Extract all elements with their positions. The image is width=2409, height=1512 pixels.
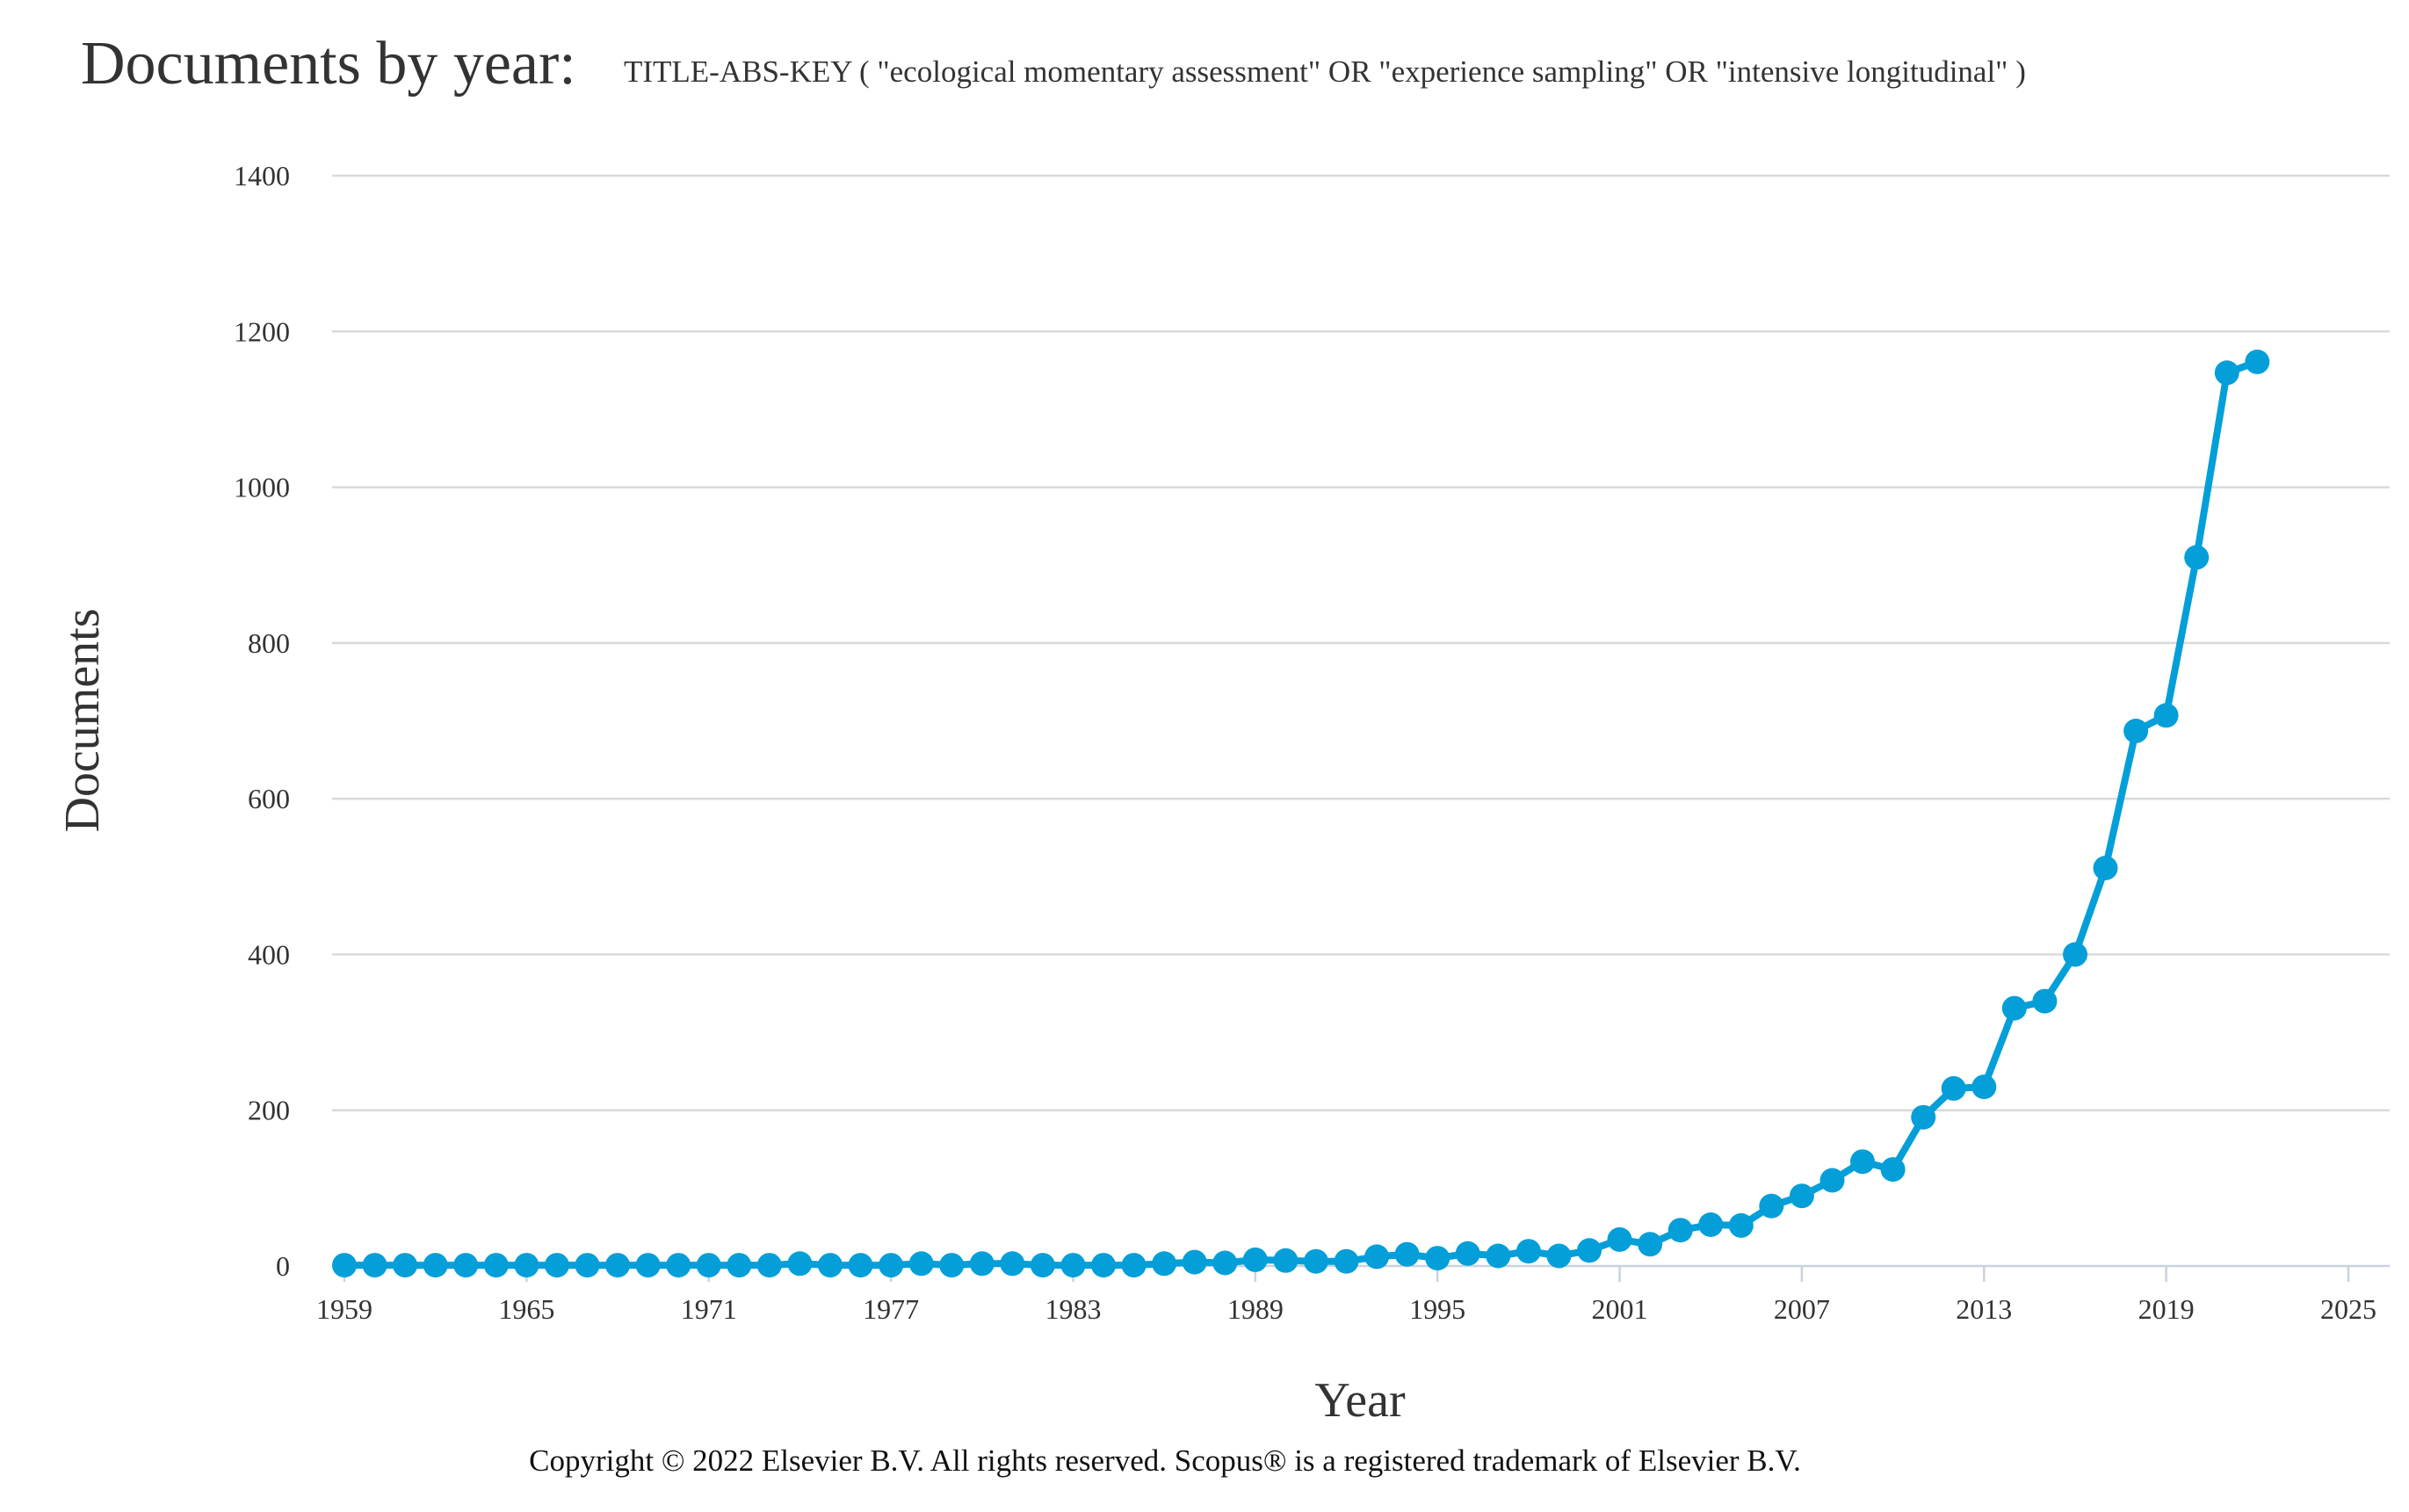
data-point-2009[interactable] xyxy=(1850,1149,1875,1175)
data-point-2001[interactable] xyxy=(1607,1226,1632,1252)
data-point-1989[interactable] xyxy=(1242,1247,1268,1272)
data-point-1965[interactable] xyxy=(514,1253,539,1278)
chart-title: Documents by year: xyxy=(81,30,576,98)
data-point-1973[interactable] xyxy=(756,1253,782,1278)
gridlines xyxy=(332,174,2390,1111)
x-tick-label: 1989 xyxy=(1227,1293,1284,1325)
y-tick-label: 600 xyxy=(248,783,290,814)
data-point-2022[interactable] xyxy=(2245,349,2270,374)
data-point-1979[interactable] xyxy=(939,1253,965,1278)
data-point-2012[interactable] xyxy=(1941,1075,1966,1101)
data-point-2019[interactable] xyxy=(2153,703,2179,728)
data-point-1962[interactable] xyxy=(423,1253,448,1278)
data-point-2008[interactable] xyxy=(1819,1168,1845,1193)
data-point-1982[interactable] xyxy=(1030,1253,1055,1278)
data-point-2021[interactable] xyxy=(2214,360,2239,386)
y-axis-title: Documents xyxy=(55,608,110,832)
data-point-2006[interactable] xyxy=(1759,1193,1784,1219)
data-point-1995[interactable] xyxy=(1425,1246,1450,1271)
data-point-1961[interactable] xyxy=(393,1253,418,1278)
x-tick-label: 2013 xyxy=(1956,1293,2012,1325)
data-point-1969[interactable] xyxy=(635,1253,661,1278)
data-point-1977[interactable] xyxy=(879,1253,904,1278)
data-point-1998[interactable] xyxy=(1516,1239,1541,1264)
y-tick-label: 1200 xyxy=(234,315,290,347)
data-point-1959[interactable] xyxy=(332,1253,357,1278)
data-point-2016[interactable] xyxy=(2063,942,2087,967)
data-point-1991[interactable] xyxy=(1303,1248,1328,1274)
axes: 0 200 400 600 800 1000 1200 1400 1959 1965 1971 197… xyxy=(234,160,2390,1325)
x-tick-label: 1995 xyxy=(1409,1293,1465,1325)
data-point-1978[interactable] xyxy=(908,1251,934,1277)
data-point-2015[interactable] xyxy=(2032,988,2058,1014)
x-tick-label: 2019 xyxy=(2138,1293,2195,1325)
data-point-1975[interactable] xyxy=(818,1253,843,1278)
data-point-1990[interactable] xyxy=(1273,1248,1299,1273)
data-point-1988[interactable] xyxy=(1212,1250,1238,1276)
data-point-1994[interactable] xyxy=(1394,1241,1420,1267)
data-point-2003[interactable] xyxy=(1667,1218,1693,1243)
data-point-1997[interactable] xyxy=(1486,1243,1511,1269)
data-point-1972[interactable] xyxy=(727,1253,752,1278)
data-point-1993[interactable] xyxy=(1364,1244,1390,1270)
series-line-layer xyxy=(341,358,2261,1270)
data-point-2020[interactable] xyxy=(2184,545,2210,570)
x-tick-label: 2025 xyxy=(2320,1293,2376,1325)
data-point-1968[interactable] xyxy=(605,1253,630,1278)
data-point-2010[interactable] xyxy=(1880,1157,1906,1183)
data-point-2007[interactable] xyxy=(1789,1183,1814,1209)
x-tick-label: 2001 xyxy=(1592,1293,1648,1325)
data-point-1971[interactable] xyxy=(696,1253,721,1278)
data-point-1981[interactable] xyxy=(1000,1251,1025,1277)
data-point-2011[interactable] xyxy=(1911,1104,1936,1130)
data-point-1966[interactable] xyxy=(544,1253,569,1278)
data-points xyxy=(332,349,2270,1278)
copyright-notice: Copyright © 2022 Elsevier B.V. All right… xyxy=(529,1443,1801,1478)
data-point-2017[interactable] xyxy=(2093,856,2118,880)
y-tick-label: 800 xyxy=(248,627,290,659)
y-tick-label: 200 xyxy=(248,1095,290,1126)
data-point-1984[interactable] xyxy=(1091,1253,1116,1278)
data-point-1985[interactable] xyxy=(1121,1253,1147,1278)
y-tick-label: 0 xyxy=(276,1250,290,1282)
data-point-1992[interactable] xyxy=(1334,1248,1359,1274)
data-point-1960[interactable] xyxy=(362,1253,387,1278)
data-point-1976[interactable] xyxy=(848,1253,873,1278)
y-tick-label: 1000 xyxy=(234,472,290,503)
x-tick-label: 2007 xyxy=(1774,1293,1830,1325)
data-point-1999[interactable] xyxy=(1546,1243,1572,1269)
search-query: TITLE-ABS-KEY ( "ecological momentary as… xyxy=(624,54,2026,89)
data-point-1970[interactable] xyxy=(666,1253,691,1278)
x-tick-label: 1983 xyxy=(1045,1293,1101,1325)
y-tick-label: 1400 xyxy=(234,160,290,192)
series-line xyxy=(341,358,2261,1270)
data-point-1964[interactable] xyxy=(483,1253,509,1278)
data-point-2014[interactable] xyxy=(2001,995,2027,1021)
data-point-1996[interactable] xyxy=(1455,1241,1480,1266)
data-point-1987[interactable] xyxy=(1182,1249,1207,1275)
data-point-2013[interactable] xyxy=(1971,1074,1997,1100)
data-point-1980[interactable] xyxy=(969,1251,995,1277)
x-tick-label: 1959 xyxy=(316,1293,373,1325)
data-point-2000[interactable] xyxy=(1577,1238,1602,1263)
x-tick-label: 1965 xyxy=(498,1293,554,1325)
x-tick-label: 1971 xyxy=(681,1293,737,1325)
data-point-2005[interactable] xyxy=(1728,1212,1754,1238)
x-axis-title: Year xyxy=(1314,1373,1406,1428)
data-point-1983[interactable] xyxy=(1060,1253,1086,1278)
data-point-1974[interactable] xyxy=(787,1251,813,1277)
data-point-1986[interactable] xyxy=(1152,1251,1177,1277)
data-point-2002[interactable] xyxy=(1638,1232,1663,1257)
data-point-1967[interactable] xyxy=(575,1253,600,1278)
y-tick-label: 400 xyxy=(248,938,290,970)
data-point-2018[interactable] xyxy=(2123,719,2149,743)
data-point-1963[interactable] xyxy=(453,1253,479,1278)
data-point-2004[interactable] xyxy=(1698,1212,1724,1237)
x-tick-label: 1977 xyxy=(863,1293,919,1325)
